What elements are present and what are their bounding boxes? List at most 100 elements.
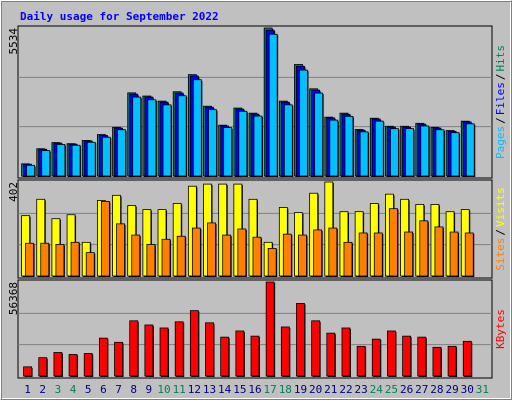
x-tick-label: 6 xyxy=(100,383,107,396)
bar xyxy=(449,231,459,277)
bar xyxy=(417,336,427,377)
bar xyxy=(326,332,336,377)
x-tick-label: 4 xyxy=(70,383,77,396)
bar xyxy=(402,335,412,377)
x-tick-label: 29 xyxy=(445,383,458,396)
legend-separator: / xyxy=(494,74,507,81)
x-tick-label: 8 xyxy=(130,383,137,396)
chart-title: Daily usage for September 2022 xyxy=(20,10,219,23)
bar xyxy=(41,150,51,177)
bar xyxy=(298,234,307,277)
bar xyxy=(71,144,81,177)
bar xyxy=(129,320,139,377)
bar xyxy=(450,132,460,177)
bar xyxy=(25,242,34,277)
bar xyxy=(299,69,308,177)
bar xyxy=(53,352,63,377)
bar xyxy=(250,335,260,377)
bar xyxy=(146,244,156,277)
legend-separator: / xyxy=(494,229,507,236)
bar xyxy=(359,131,369,177)
bar xyxy=(328,227,338,277)
x-tick-label: 14 xyxy=(218,383,232,396)
bar xyxy=(237,228,247,277)
bar xyxy=(296,303,305,377)
x-tick-label: 1 xyxy=(24,383,31,396)
bar xyxy=(56,144,66,177)
bar xyxy=(420,125,430,177)
legend-entry: Visits xyxy=(494,187,507,227)
bar xyxy=(267,248,277,277)
x-tick-label: 25 xyxy=(385,383,398,396)
legend-entry: Pages xyxy=(494,126,507,159)
bar xyxy=(371,338,381,377)
legend-entry: KBytes xyxy=(494,309,507,349)
bar xyxy=(283,104,293,177)
y-max-label: 402 xyxy=(7,182,20,202)
bar xyxy=(356,345,366,377)
bar xyxy=(329,119,339,177)
bar xyxy=(223,127,233,177)
x-tick-label: 19 xyxy=(294,383,307,396)
bar xyxy=(177,95,187,177)
bar xyxy=(373,232,383,277)
bar xyxy=(374,120,384,177)
bar xyxy=(341,327,351,377)
bar xyxy=(117,129,126,177)
bar xyxy=(252,236,262,277)
bar xyxy=(116,223,125,277)
bar xyxy=(268,33,278,177)
bar xyxy=(86,141,96,177)
x-tick-label: 18 xyxy=(279,383,292,396)
bar xyxy=(162,104,172,177)
bar xyxy=(235,330,245,377)
x-tick-label: 3 xyxy=(55,383,62,396)
legend-separator: / xyxy=(494,117,507,124)
bar xyxy=(131,234,141,277)
bar xyxy=(280,326,290,377)
bar xyxy=(419,220,429,277)
bar xyxy=(68,354,78,377)
bar xyxy=(114,341,123,377)
bar xyxy=(253,115,263,177)
bar xyxy=(464,232,474,277)
y-max-label: 56368 xyxy=(7,282,20,315)
legend: Pages/Files/Hits xyxy=(494,45,507,159)
bar xyxy=(159,327,169,377)
bar xyxy=(434,226,444,277)
bar xyxy=(83,353,93,377)
bar xyxy=(101,136,111,177)
x-tick-label: 5 xyxy=(85,383,92,396)
legend-entry: Hits xyxy=(494,45,507,72)
x-tick-label: 20 xyxy=(309,383,322,396)
bar xyxy=(432,346,442,377)
x-tick-label: 16 xyxy=(248,383,261,396)
bar xyxy=(176,235,186,277)
x-tick-label: 30 xyxy=(461,383,474,396)
legend-entry: Sites xyxy=(494,238,507,271)
bar xyxy=(390,128,399,177)
bar xyxy=(435,129,445,177)
bar xyxy=(344,115,354,177)
bar xyxy=(26,164,35,177)
legend: Sites / Visits xyxy=(494,187,507,271)
bar xyxy=(147,99,157,177)
bar xyxy=(207,222,216,277)
bar xyxy=(465,123,475,177)
x-tick-label: 28 xyxy=(430,383,443,396)
bar xyxy=(161,238,171,277)
x-tick-label: 24 xyxy=(370,383,384,396)
x-tick-label: 23 xyxy=(355,383,368,396)
bar xyxy=(40,242,50,277)
bar xyxy=(192,79,202,177)
bar xyxy=(389,208,398,277)
legend-entry: Files xyxy=(494,82,507,115)
bar xyxy=(23,366,32,377)
legend: KBytes xyxy=(494,309,507,349)
x-tick-label: 27 xyxy=(415,383,428,396)
bar xyxy=(222,234,232,277)
bar xyxy=(343,241,353,277)
bar xyxy=(282,233,292,277)
